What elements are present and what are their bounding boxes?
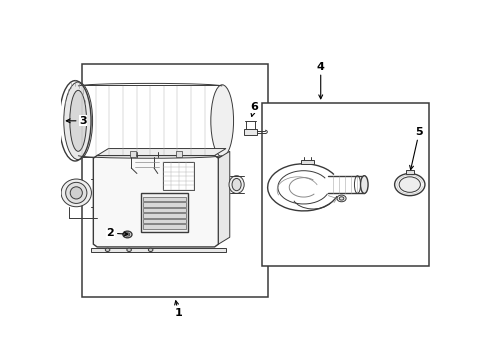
Ellipse shape (61, 179, 91, 207)
Text: 3: 3 (66, 116, 87, 126)
Bar (142, 225, 186, 229)
Bar (141, 193, 188, 232)
Polygon shape (93, 156, 218, 247)
Bar (142, 197, 186, 201)
Bar (142, 208, 186, 212)
Bar (82, 64, 267, 297)
Bar (300, 160, 314, 163)
Circle shape (394, 174, 424, 195)
Bar (142, 219, 186, 223)
Bar (130, 151, 136, 157)
Circle shape (122, 231, 132, 238)
Bar (163, 162, 193, 190)
Ellipse shape (65, 183, 87, 203)
Bar (244, 129, 257, 135)
Ellipse shape (70, 90, 86, 151)
Bar (91, 248, 225, 252)
Bar (142, 202, 186, 207)
Ellipse shape (63, 82, 92, 159)
Bar (175, 151, 181, 157)
Bar (405, 170, 413, 174)
Circle shape (125, 233, 129, 236)
Text: 4: 4 (316, 62, 324, 99)
Ellipse shape (360, 176, 367, 193)
Circle shape (398, 177, 420, 192)
Circle shape (339, 197, 343, 200)
Polygon shape (218, 151, 229, 244)
Ellipse shape (210, 85, 233, 157)
Text: 5: 5 (409, 127, 422, 170)
Text: 1: 1 (174, 301, 182, 319)
Bar (142, 213, 186, 218)
Text: 6: 6 (250, 102, 258, 116)
Circle shape (148, 248, 153, 252)
Circle shape (126, 248, 131, 252)
Bar (262, 103, 428, 266)
Circle shape (336, 195, 346, 202)
Ellipse shape (70, 187, 82, 199)
Circle shape (105, 248, 110, 252)
Ellipse shape (232, 179, 241, 191)
Polygon shape (97, 149, 225, 156)
Text: 2: 2 (106, 228, 128, 238)
Ellipse shape (228, 176, 244, 193)
